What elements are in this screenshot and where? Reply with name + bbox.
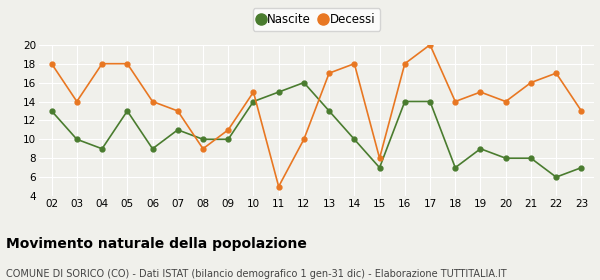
Nascite bbox=[174, 128, 181, 132]
Decessi bbox=[124, 62, 131, 66]
Decessi bbox=[275, 185, 282, 188]
Decessi bbox=[502, 100, 509, 103]
Decessi bbox=[553, 71, 560, 75]
Decessi bbox=[250, 90, 257, 94]
Nascite bbox=[300, 81, 307, 84]
Nascite bbox=[527, 157, 535, 160]
Decessi bbox=[477, 90, 484, 94]
Decessi bbox=[48, 62, 55, 66]
Decessi bbox=[351, 62, 358, 66]
Decessi bbox=[300, 138, 307, 141]
Nascite bbox=[326, 109, 333, 113]
Nascite bbox=[98, 147, 106, 150]
Text: Movimento naturale della popolazione: Movimento naturale della popolazione bbox=[6, 237, 307, 251]
Decessi bbox=[452, 100, 459, 103]
Decessi bbox=[73, 100, 80, 103]
Decessi bbox=[376, 157, 383, 160]
Nascite bbox=[401, 100, 409, 103]
Nascite bbox=[224, 138, 232, 141]
Decessi bbox=[224, 128, 232, 132]
Decessi bbox=[174, 109, 181, 113]
Nascite bbox=[124, 109, 131, 113]
Nascite bbox=[376, 166, 383, 169]
Decessi bbox=[527, 81, 535, 84]
Nascite bbox=[73, 138, 80, 141]
Decessi bbox=[199, 147, 206, 150]
Decessi bbox=[578, 109, 585, 113]
Line: Decessi: Decessi bbox=[49, 42, 584, 189]
Decessi bbox=[149, 100, 156, 103]
Decessi bbox=[98, 62, 106, 66]
Nascite bbox=[199, 138, 206, 141]
Text: COMUNE DI SORICO (CO) - Dati ISTAT (bilancio demografico 1 gen-31 dic) - Elabora: COMUNE DI SORICO (CO) - Dati ISTAT (bila… bbox=[6, 269, 506, 279]
Nascite bbox=[452, 166, 459, 169]
Legend: Nascite, Decessi: Nascite, Decessi bbox=[253, 8, 380, 31]
Decessi bbox=[427, 43, 434, 46]
Line: Nascite: Nascite bbox=[49, 80, 584, 179]
Nascite bbox=[149, 147, 156, 150]
Nascite bbox=[578, 166, 585, 169]
Nascite bbox=[275, 90, 282, 94]
Nascite bbox=[427, 100, 434, 103]
Nascite bbox=[477, 147, 484, 150]
Nascite bbox=[48, 109, 55, 113]
Nascite bbox=[250, 100, 257, 103]
Nascite bbox=[502, 157, 509, 160]
Nascite bbox=[553, 175, 560, 179]
Decessi bbox=[326, 71, 333, 75]
Nascite bbox=[351, 138, 358, 141]
Decessi bbox=[401, 62, 409, 66]
